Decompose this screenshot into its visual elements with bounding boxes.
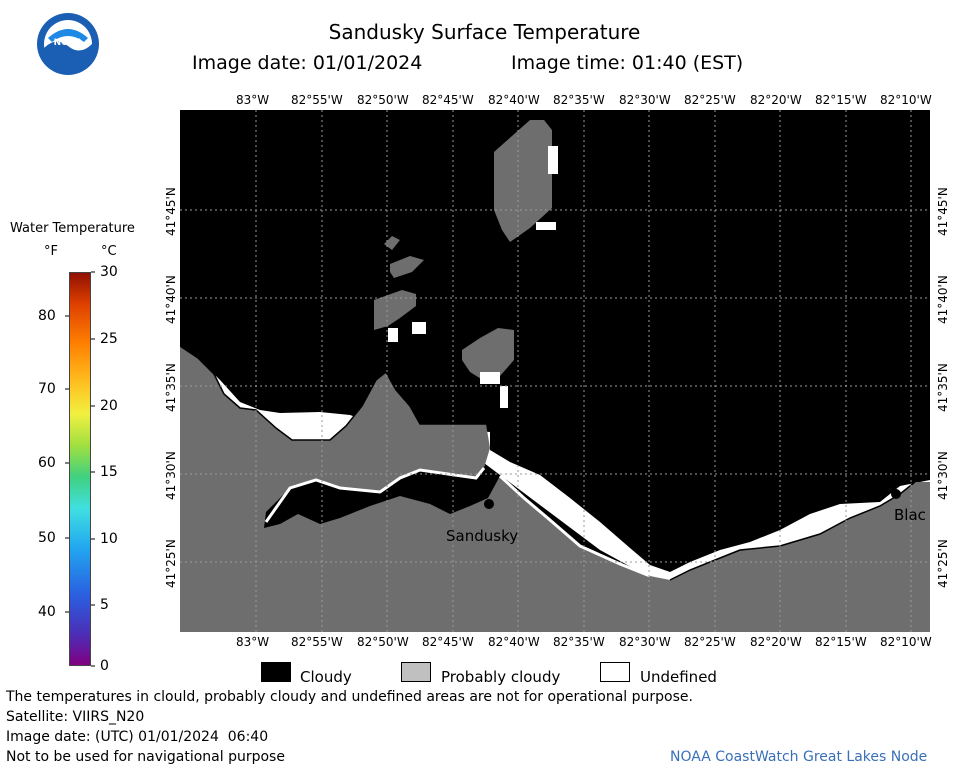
lon-label: 83°W bbox=[236, 93, 270, 107]
lon-label: 82°25'W bbox=[684, 93, 736, 107]
footer-credit: NOAA CoastWatch Great Lakes Node bbox=[670, 749, 928, 765]
colorbar-c-tick: 0 bbox=[100, 658, 109, 674]
lon-label: 82°30'W bbox=[619, 635, 671, 649]
lon-label: 82°55'W bbox=[291, 635, 343, 649]
lat-label: 41°35'N bbox=[164, 363, 178, 412]
image-time: Image time: 01:40 (EST) bbox=[511, 52, 744, 74]
colorbar-c-tick: 10 bbox=[100, 531, 118, 547]
lon-label: 82°50'W bbox=[357, 635, 409, 649]
footer-utc-date: Image date: (UTC) 01/01/2024 06:40 bbox=[6, 729, 269, 745]
sandusky-marker bbox=[484, 499, 494, 509]
colorbar-title: Water Temperature bbox=[10, 221, 135, 236]
colorbar-f-tick: 70 bbox=[38, 381, 56, 397]
lon-label: 82°30'W bbox=[619, 93, 671, 107]
map-area: Sandusky Blac bbox=[180, 110, 930, 632]
colorbar-unit-c: °C bbox=[101, 244, 117, 259]
colorbar-f-tick: 50 bbox=[38, 530, 56, 546]
lon-label: 82°50'W bbox=[357, 93, 409, 107]
lon-label: 82°20'W bbox=[750, 635, 802, 649]
legend-swatch-probably-cloudy bbox=[401, 662, 431, 682]
lon-label: 82°15'W bbox=[815, 635, 867, 649]
colorbar-f-tick: 40 bbox=[38, 604, 56, 620]
lon-label: 82°25'W bbox=[684, 635, 736, 649]
lon-label: 82°10'W bbox=[880, 635, 932, 649]
lon-label: 83°W bbox=[236, 635, 270, 649]
logo-text: NOAA bbox=[54, 38, 83, 48]
lat-label: 41°25'N bbox=[164, 539, 178, 588]
colorbar-ticks bbox=[65, 271, 95, 667]
blac-marker bbox=[891, 489, 901, 499]
lat-label: 41°45'N bbox=[164, 187, 178, 236]
legend-swatch-cloudy bbox=[261, 662, 291, 682]
page-title: Sandusky Surface Temperature bbox=[328, 20, 641, 44]
place-label-blac: Blac bbox=[894, 506, 926, 524]
lon-label: 82°35'W bbox=[553, 635, 605, 649]
lon-label: 82°10'W bbox=[880, 93, 932, 107]
footer-satellite: Satellite: VIIRS_N20 bbox=[6, 709, 145, 725]
lon-label: 82°20'W bbox=[750, 93, 802, 107]
legend-label-probably-cloudy: Probably cloudy bbox=[441, 668, 561, 686]
legend-swatch-undefined bbox=[600, 662, 630, 682]
noaa-logo: NOAA bbox=[37, 13, 99, 75]
colorbar-f-tick: 60 bbox=[38, 455, 56, 471]
lon-label: 82°40'W bbox=[488, 635, 540, 649]
lat-label: 41°30'N bbox=[164, 451, 178, 500]
legend-label-undefined: Undefined bbox=[640, 668, 717, 686]
lon-label: 82°40'W bbox=[488, 93, 540, 107]
colorbar-c-tick: 25 bbox=[100, 331, 118, 347]
colorbar-f-tick: 80 bbox=[38, 308, 56, 324]
colorbar-c-tick: 30 bbox=[100, 264, 118, 280]
lat-label: 41°30'N bbox=[936, 451, 950, 500]
legend-label-cloudy: Cloudy bbox=[300, 668, 352, 686]
image-date: Image date: 01/01/2024 bbox=[192, 52, 423, 74]
colorbar-unit-f: °F bbox=[44, 244, 58, 259]
lat-label: 41°45'N bbox=[936, 187, 950, 236]
footer-nav-warning: Not to be used for navigational purpose bbox=[6, 749, 285, 765]
lat-label: 41°40'N bbox=[936, 275, 950, 324]
colorbar-c-tick: 20 bbox=[100, 398, 118, 414]
lon-label: 82°55'W bbox=[291, 93, 343, 107]
lon-label: 82°15'W bbox=[815, 93, 867, 107]
place-label-sandusky: Sandusky bbox=[446, 527, 518, 545]
colorbar-c-tick: 5 bbox=[100, 597, 109, 613]
lat-label: 41°40'N bbox=[164, 275, 178, 324]
colorbar-c-tick: 15 bbox=[100, 464, 118, 480]
lat-label: 41°25'N bbox=[936, 539, 950, 588]
lon-label: 82°45'W bbox=[422, 635, 474, 649]
footer-note: The temperatures in clould, probably clo… bbox=[6, 689, 693, 705]
lon-label: 82°45'W bbox=[422, 93, 474, 107]
lat-label: 41°35'N bbox=[936, 363, 950, 412]
colorbar-gradient bbox=[69, 272, 91, 666]
lon-label: 82°35'W bbox=[553, 93, 605, 107]
